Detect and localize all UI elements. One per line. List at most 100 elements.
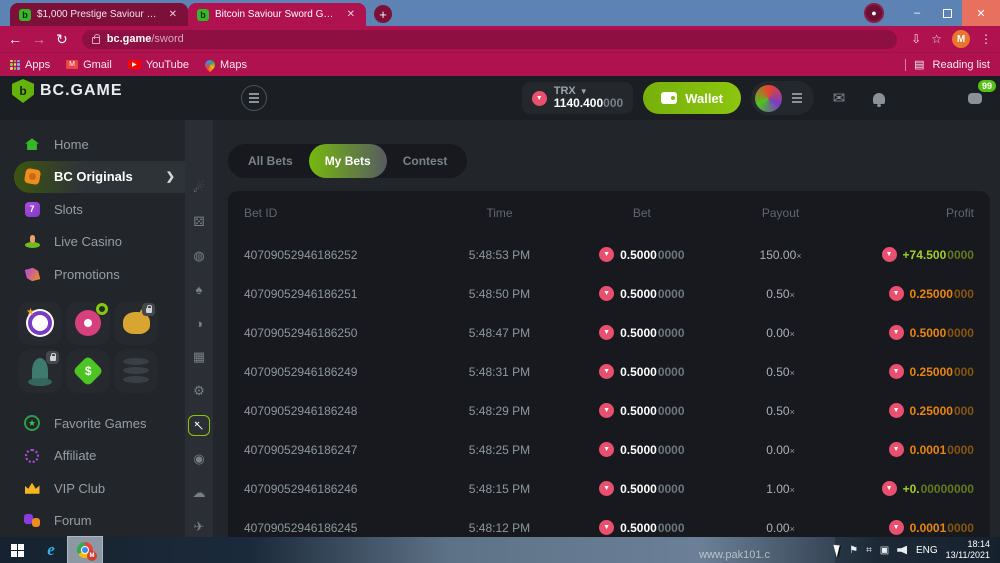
tab-my-bets[interactable]: My Bets (308, 144, 387, 178)
start-button[interactable] (0, 537, 34, 563)
bcgame-logo-text: BC.GAME (40, 82, 123, 99)
profit-dim: 0000 (947, 325, 974, 340)
touch-keyboard-icon[interactable]: ⌗ (866, 544, 872, 556)
new-tab-button[interactable]: + (374, 5, 392, 23)
send-to-device-icon[interactable]: ⇩ (911, 32, 922, 46)
lucky-wheel-tile[interactable]: ★ (18, 300, 62, 345)
network-icon[interactable]: ▣ (879, 544, 890, 556)
crash-icon[interactable]: ☄ (193, 180, 205, 196)
trx-coin-icon (888, 364, 904, 379)
chat-button[interactable]: 99 (960, 80, 996, 113)
bookmark-star-icon[interactable]: ☆ (931, 32, 942, 46)
volume-muted-icon[interactable]: ✕ (897, 545, 908, 555)
browser-tab-1[interactable]: b $1,000 Prestige Saviour Sword C ✕ (10, 3, 188, 26)
hilo-icon[interactable]: ♠ (195, 282, 203, 298)
slots-icon: 7 (24, 201, 40, 217)
spin-wheel-tile[interactable] (66, 300, 110, 345)
dice-game-icon[interactable]: ⚄ (193, 214, 205, 230)
internet-explorer-icon: e (47, 540, 55, 559)
currency-selector[interactable]: TRX▼ 1140.400000 (521, 81, 634, 115)
browser-tab-2[interactable]: b Bitcoin Saviour Sword Game - Pla ✕ (188, 3, 366, 26)
trx-coin-icon (531, 90, 547, 106)
sidebar-item-label: Live Casino (54, 234, 122, 250)
bookmark-gmail[interactable]: M Gmail (66, 59, 112, 71)
wallet-button[interactable]: Wallet (643, 82, 741, 114)
chevron-down-icon: ▼ (579, 86, 588, 96)
profit-main: +74.500 (902, 247, 947, 262)
taskbar-ie[interactable]: e (34, 537, 68, 563)
sidebar-item-slots[interactable]: 7 Slots (14, 193, 185, 226)
sidebar-collapse-button[interactable] (240, 85, 267, 111)
taskbar-chrome[interactable]: M (67, 536, 103, 563)
bet-payout: 0.50× (718, 404, 842, 418)
back-button[interactable]: ← (8, 31, 22, 47)
profit-main: 0.25000 (909, 403, 953, 418)
sidebar-item-live-casino[interactable]: Live Casino (14, 226, 185, 259)
language-indicator[interactable]: ENG (915, 544, 938, 556)
mine-icon[interactable]: ⚙ (193, 383, 205, 399)
keno-icon[interactable]: ▦ (192, 349, 206, 365)
sword-icon[interactable]: † (188, 414, 210, 436)
tab-title: $1,000 Prestige Saviour Sword C (37, 9, 161, 20)
bookmark-youtube[interactable]: ▶ YouTube (127, 59, 189, 71)
action-center-flag-icon[interactable]: ⚑ (849, 544, 859, 556)
ufo-icon[interactable]: ◉ (193, 451, 205, 467)
piggy-bank-tile[interactable] (114, 300, 158, 345)
browser-menu-icon[interactable]: ⋮ (980, 32, 992, 46)
sidebar-item-affiliate[interactable]: Affiliate (14, 439, 185, 472)
chips-icon[interactable]: ◍ (193, 248, 205, 264)
mail-button[interactable]: ✉ (832, 90, 846, 107)
cloud-icon[interactable]: ☁ (192, 484, 206, 500)
bookmark-label: Gmail (83, 58, 112, 71)
coins-tile[interactable] (114, 348, 158, 393)
bookmark-maps[interactable]: Maps (202, 57, 247, 72)
trx-coin-icon (599, 442, 615, 457)
minimize-button[interactable]: – (913, 7, 921, 19)
tab-all-bets[interactable]: All Bets (248, 154, 293, 168)
reading-list-label[interactable]: Reading list (932, 58, 990, 71)
extension-circle-icon[interactable]: ● (864, 3, 884, 23)
bet-time: 5:48:47 PM (468, 325, 531, 340)
tab-close-icon[interactable]: ✕ (346, 9, 355, 20)
clock[interactable]: 18:14 13/11/2021 (946, 539, 994, 561)
profile-menu[interactable] (751, 81, 814, 115)
header-right: TRX▼ 1140.400000 Wallet ✉ 99 (521, 80, 996, 115)
forward-button[interactable]: → (32, 31, 46, 47)
sidebar-item-favorite-games[interactable]: ★ Favorite Games (14, 407, 185, 440)
wheel-icon[interactable]: ◑ (195, 316, 203, 332)
tab-close-icon[interactable]: ✕ (168, 9, 177, 20)
sidebar-item-vip-club[interactable]: VIP Club (14, 472, 185, 505)
close-button[interactable]: ✕ (962, 0, 1000, 26)
tab-contest[interactable]: Contest (402, 154, 448, 168)
address-bar[interactable]: bc.game/sword (81, 29, 898, 49)
maps-icon (202, 57, 218, 72)
notifications-button[interactable] (864, 83, 894, 113)
bcgame-logo[interactable]: b BC.GAME (12, 79, 123, 103)
rocket-tile[interactable] (18, 348, 62, 393)
dollar-tag-tile[interactable]: $ (66, 348, 110, 393)
sidebar-item-home[interactable]: Home (14, 128, 185, 161)
browser-profile-avatar[interactable]: M (952, 30, 970, 48)
profile-menu-icon (792, 93, 802, 103)
lock-icon (142, 302, 155, 316)
bookmark-apps[interactable]: Apps (10, 59, 50, 71)
bet-dim: 0000 (657, 325, 685, 340)
refresh-button[interactable]: ↻ (56, 31, 68, 47)
sidebar-item-forum[interactable]: Forum (14, 505, 185, 538)
sidebar-item-bc-originals[interactable]: BC Originals ❯ (14, 160, 185, 194)
maximize-button[interactable] (932, 0, 962, 26)
sidebar-item-promotions[interactable]: Promotions (14, 258, 185, 291)
system-tray: ⚑ ⌗ ▣ ✕ ENG 18:14 13/11/2021 (833, 537, 1000, 563)
rocket-game-icon[interactable]: ✈ (193, 518, 205, 534)
bet-dim: 0000 (657, 442, 685, 457)
